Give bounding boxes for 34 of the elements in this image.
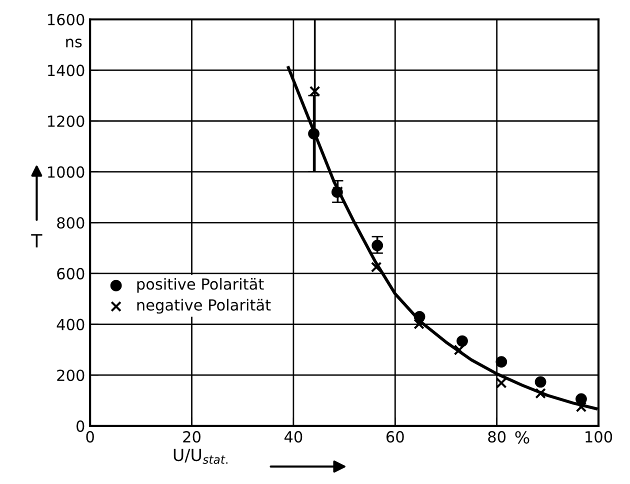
text: % [515,431,530,444]
y-tick-label: 200 [57,370,84,382]
point [414,318,424,330]
point [370,262,382,273]
x-tick-label: 100 [586,431,612,443]
y-axis-title: T [31,234,42,248]
point [454,344,465,356]
legend-label: positive Polarität [137,278,264,293]
point [496,378,507,388]
x-tick-label: 60 [386,431,404,443]
x-tick-label: 20 [183,431,200,443]
y-tick-label: 1200 [48,115,84,128]
x-axis-title: U/U$_{stat.}$ [174,448,228,464]
x-tick-label: 40 [284,431,302,443]
y-tick-label: 400 [56,318,84,330]
x-tick-label: 80 [488,431,506,443]
y-tick-label: 1400 [48,64,84,76]
point [308,128,320,140]
y-tick-label: 600 [57,268,84,280]
point [576,393,587,405]
x-tick-label: 0 [86,431,94,443]
legend-label: negative Polarität [137,298,271,314]
point [372,240,384,252]
point [534,376,546,388]
point [496,356,508,368]
point [456,335,468,347]
point [576,401,587,412]
y-tick-label: 1600 [48,14,84,26]
point [414,310,426,322]
point [535,388,546,399]
y-tick-label: 800 [57,217,84,229]
y-tick-label: 1000 [48,166,84,178]
text: ns [66,38,82,48]
y-tick-label: 0 [76,420,84,432]
